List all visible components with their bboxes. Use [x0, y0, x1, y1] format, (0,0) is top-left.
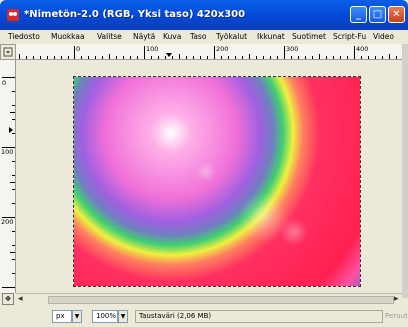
ruler-ticks	[19, 46, 397, 59]
menu-tiedosto[interactable]: Tiedosto	[8, 32, 40, 41]
horizontal-ruler[interactable]: 0 100 200 300 400	[16, 44, 402, 60]
ruler-label: 200	[216, 45, 229, 53]
zoom-select[interactable]: 100%	[92, 310, 118, 323]
vertical-ruler[interactable]: 0 100 200	[0, 60, 16, 293]
maximize-button[interactable]: □	[369, 6, 386, 23]
menu-video[interactable]: Video	[373, 32, 395, 41]
scroll-thumb[interactable]	[48, 296, 394, 304]
unit-dropdown-button[interactable]: ▼	[72, 310, 82, 323]
ruler-ticks	[2, 77, 15, 288]
menu-valitse[interactable]: Valitse	[97, 32, 122, 41]
image-canvas[interactable]	[73, 76, 361, 287]
close-icon: ✕	[392, 9, 401, 20]
scroll-right-icon[interactable]: ▸	[394, 294, 399, 304]
zoom-dropdown-button[interactable]: ▼	[118, 310, 128, 323]
gimp-icon	[7, 9, 19, 21]
ruler-label: 100	[146, 45, 159, 53]
menu-kuva[interactable]: Kuva	[163, 32, 182, 41]
scroll-left-icon[interactable]: ◂	[18, 294, 23, 304]
navigate-icon: ✥	[5, 295, 11, 303]
ruler-label: 0	[2, 79, 7, 87]
maximize-icon: □	[372, 9, 383, 20]
ruler-label: 200	[1, 218, 14, 226]
ruler-label: 300	[286, 45, 299, 53]
window-title: *Nimetön-2.0 (RGB, Yksi taso) 420x300	[24, 9, 246, 20]
navigate-button[interactable]: ✥	[2, 293, 14, 305]
close-button[interactable]: ✕	[388, 6, 405, 23]
menu-bar: Tiedosto Muokkaa Valitse Näytä Kuva Taso…	[0, 30, 408, 44]
menu-tyokalut[interactable]: Työkalut	[216, 32, 248, 41]
menu-nayta[interactable]: Näytä	[133, 32, 156, 41]
status-bar: px ▼ 100% ▼ Taustaväri (2,06 MB) Peruuta	[0, 305, 408, 327]
chevron-down-icon: ▼	[120, 313, 126, 320]
chevron-down-icon: ▼	[74, 313, 80, 320]
minimize-icon: _	[356, 9, 361, 20]
quick-mask-button[interactable]	[0, 44, 16, 60]
menu-suotimet[interactable]: Suotimet	[292, 32, 326, 41]
ruler-label: 100	[1, 148, 14, 156]
menu-taso[interactable]: Taso	[190, 32, 207, 41]
menu-ikkunat[interactable]: Ikkunat	[257, 32, 285, 41]
horizontal-scrollbar[interactable]: ◂ ▸	[16, 293, 402, 305]
menu-script-fu[interactable]: Script-Fu	[333, 32, 367, 41]
minimize-button[interactable]: _	[350, 6, 367, 23]
vertical-scrollbar[interactable]	[402, 44, 408, 298]
ruler-label: 400	[356, 45, 369, 53]
pointer-marker	[9, 127, 13, 133]
status-message: Taustaväri (2,06 MB)	[135, 310, 383, 323]
ruler-label: 0	[76, 45, 81, 53]
unit-select[interactable]: px	[52, 310, 72, 323]
pointer-marker	[166, 53, 172, 57]
title-bar[interactable]: *Nimetön-2.0 (RGB, Yksi taso) 420x300 _ …	[0, 0, 408, 30]
menu-arrow-icon	[3, 47, 13, 57]
cancel-button[interactable]: Peruuta	[385, 312, 408, 320]
menu-muokkaa[interactable]: Muokkaa	[51, 32, 85, 41]
